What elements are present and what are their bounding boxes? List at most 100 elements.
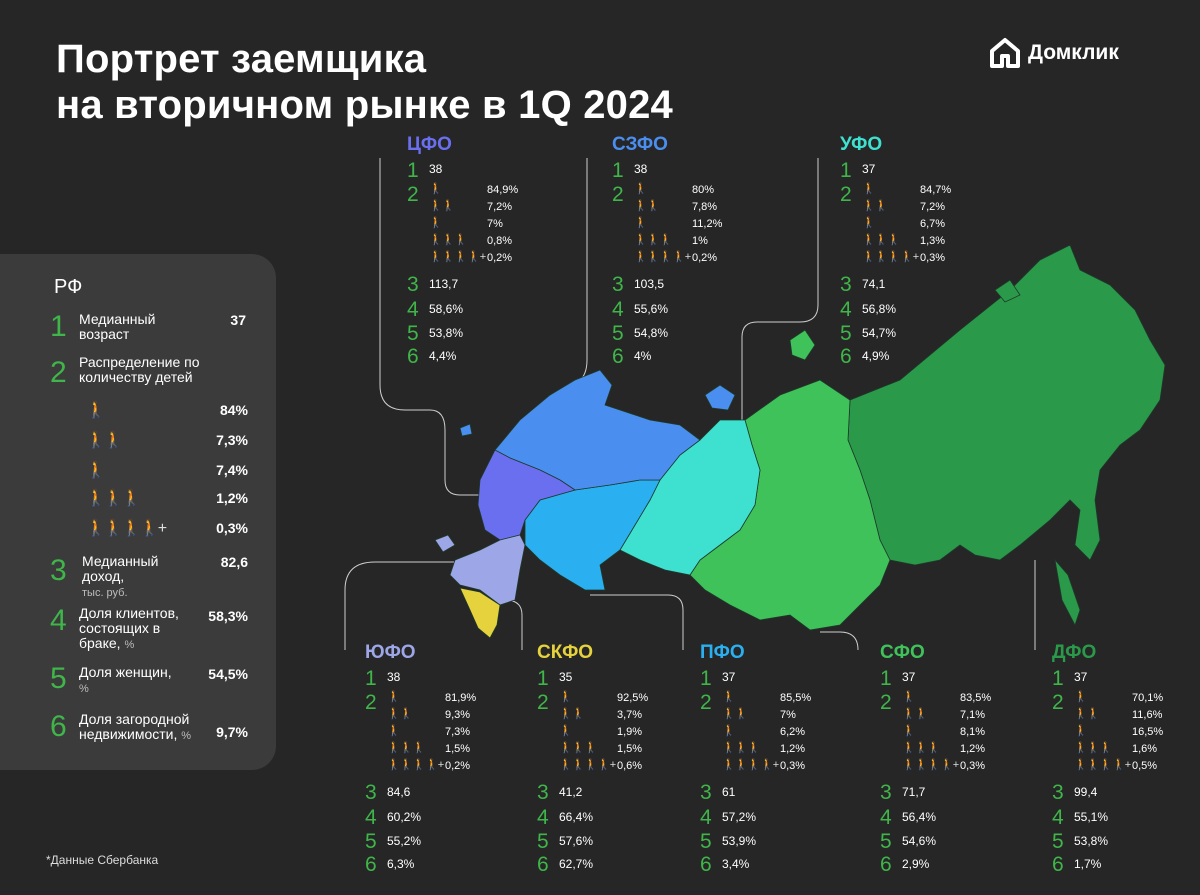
region-women: 54,8% xyxy=(634,326,669,340)
region-kids-value: 83,5% xyxy=(960,692,992,704)
region-age: 38 xyxy=(387,670,401,684)
region-income: 61 xyxy=(722,785,736,799)
region-kids-value: 11,2% xyxy=(692,218,723,230)
adult-two-children-icon: 🚶 xyxy=(559,725,573,737)
region-row-number: 4 xyxy=(612,298,624,321)
rf-number-3: 3 xyxy=(50,554,67,587)
region-row-number: 6 xyxy=(880,853,892,876)
region-row-number: 6 xyxy=(612,345,624,368)
region-row-number: 4 xyxy=(407,298,419,321)
plus-sign: + xyxy=(684,251,692,263)
adult-four-plus-children-icon: 🚶🚶🚶🚶+ xyxy=(634,251,692,263)
title-line-2: на вторичном рынке в 1Q 2024 xyxy=(56,83,673,127)
region-row-number: 1 xyxy=(1052,667,1064,690)
region-kids-value: 7,2% xyxy=(487,201,513,213)
region-row-number: 6 xyxy=(1052,853,1064,876)
region-age: 37 xyxy=(862,162,876,176)
region-country: 2,9% xyxy=(902,857,930,871)
rf-summary-panel: РФ 1 Медианный возраст 37 2 Распределени… xyxy=(0,254,276,770)
region-women: 53,8% xyxy=(429,326,464,340)
adult-three-children-icon: 🚶🚶🚶 xyxy=(1074,742,1113,754)
leader-line-yufo xyxy=(344,561,455,650)
rf-kids-value-1: 7,3% xyxy=(216,432,248,448)
region-women: 55,2% xyxy=(387,834,422,848)
plus-sign: + xyxy=(609,759,617,771)
adult-one-child-icon: 🚶🚶 xyxy=(86,432,124,449)
adult-four-plus-children-icon: 🚶🚶🚶🚶+ xyxy=(1074,759,1132,771)
region-row-number: 6 xyxy=(407,345,419,368)
region-kids-value: 6,7% xyxy=(920,218,946,230)
rf-kids-value-4: 0,3% xyxy=(216,520,248,536)
rf-women-value: 54,5% xyxy=(208,666,248,682)
region-kids-value: 1,2% xyxy=(960,743,986,755)
region-row-number: 3 xyxy=(880,781,892,804)
region-dfo-island xyxy=(1054,558,1081,627)
adult-icon: 🚶 xyxy=(429,183,443,195)
region-kids-value: 0,3% xyxy=(960,760,986,772)
plus-sign: + xyxy=(1124,759,1132,771)
brand-logo: Домклик xyxy=(988,36,1119,70)
region-row-number: 3 xyxy=(365,781,377,804)
region-row-number: 6 xyxy=(700,853,712,876)
region-block: ПФО 1 2 3 4 5 6 37 🚶 85,5% 🚶🚶 7% 🚶 6,2% 🚶🚶🚶 1,2% 🚶🚶🚶🚶+ 0,… xyxy=(700,642,860,876)
region-country: 3,4% xyxy=(722,857,750,871)
rf-number-2: 2 xyxy=(50,356,67,389)
adult-four-plus-children-icon: 🚶🚶🚶🚶+ xyxy=(862,251,920,263)
adult-icon: 🚶 xyxy=(86,402,106,419)
adult-one-child-icon: 🚶🚶 xyxy=(559,708,585,720)
region-row-number: 2 xyxy=(840,183,852,206)
adult-icon: 🚶 xyxy=(634,183,648,195)
region-yufo-shape xyxy=(449,534,526,606)
region-kids-value: 7,1% xyxy=(960,709,986,721)
rf-number-5: 5 xyxy=(50,662,67,695)
region-row-number: 5 xyxy=(840,322,852,345)
region-country: 4% xyxy=(634,349,652,363)
region-block: ДФО 1 2 3 4 5 6 37 🚶 70,1% 🚶🚶 11,6% 🚶 16,5% 🚶🚶🚶 1,6% 🚶🚶🚶… xyxy=(1052,642,1200,876)
page-title: Портрет заемщика на вторичном рынке в 1Q… xyxy=(56,36,673,128)
rf-income-label: Медианный доход, тыс. руб. xyxy=(82,553,159,600)
plus-sign: + xyxy=(772,759,780,771)
plus-sign: + xyxy=(479,251,487,263)
plus-sign: + xyxy=(912,251,920,263)
region-income: 103,5 xyxy=(634,277,665,291)
plus-sign: + xyxy=(952,759,960,771)
region-women: 53,9% xyxy=(722,834,757,848)
adult-one-child-icon: 🚶🚶 xyxy=(429,200,455,212)
region-row-number: 3 xyxy=(612,273,624,296)
rf-kids-value-3: 1,2% xyxy=(216,490,248,506)
rf-kids-value-0: 84% xyxy=(219,402,248,418)
rf-income-value: 82,6 xyxy=(220,554,248,570)
rf-kids-label: Распределение по количеству детей xyxy=(79,354,200,385)
region-szfo-kaliningrad xyxy=(459,423,473,437)
rf-married-label: Доля клиентов, состоящих в браке, % xyxy=(79,605,179,652)
region-name: СФО xyxy=(880,642,925,663)
title-line-1: Портрет заемщика xyxy=(56,37,427,81)
region-age: 37 xyxy=(1074,670,1088,684)
region-row-number: 1 xyxy=(365,667,377,690)
plus-sign: + xyxy=(157,520,167,537)
region-row-number: 5 xyxy=(365,830,377,853)
region-kids-value: 7,3% xyxy=(445,726,471,738)
adult-two-children-icon: 🚶 xyxy=(1074,725,1088,737)
leader-line-pfo xyxy=(590,594,684,650)
rf-age-label: Медианный возраст xyxy=(79,311,156,342)
region-income: 99,4 xyxy=(1074,785,1098,799)
region-kids-value: 0,3% xyxy=(920,252,946,264)
adult-three-children-icon: 🚶🚶🚶 xyxy=(86,490,142,507)
region-income: 41,2 xyxy=(559,785,583,799)
region-kids-value: 0,3% xyxy=(780,760,806,772)
adult-four-plus-children-icon: 🚶🚶🚶🚶+ xyxy=(387,759,444,771)
region-name: ЮФО xyxy=(365,642,416,663)
adult-two-children-icon: 🚶 xyxy=(429,217,443,229)
region-row-number: 4 xyxy=(880,806,892,829)
rf-number-1: 1 xyxy=(50,310,67,343)
region-name: УФО xyxy=(840,134,883,155)
adult-icon: 🚶 xyxy=(722,691,736,703)
adult-three-children-icon: 🚶🚶🚶 xyxy=(862,234,901,246)
region-married: 55,1% xyxy=(1074,810,1109,824)
region-married: 66,4% xyxy=(559,810,594,824)
adult-four-plus-children-icon: 🚶🚶🚶🚶+ xyxy=(86,520,167,537)
region-country: 6,3% xyxy=(387,857,415,871)
region-kids-value: 7% xyxy=(487,218,503,230)
